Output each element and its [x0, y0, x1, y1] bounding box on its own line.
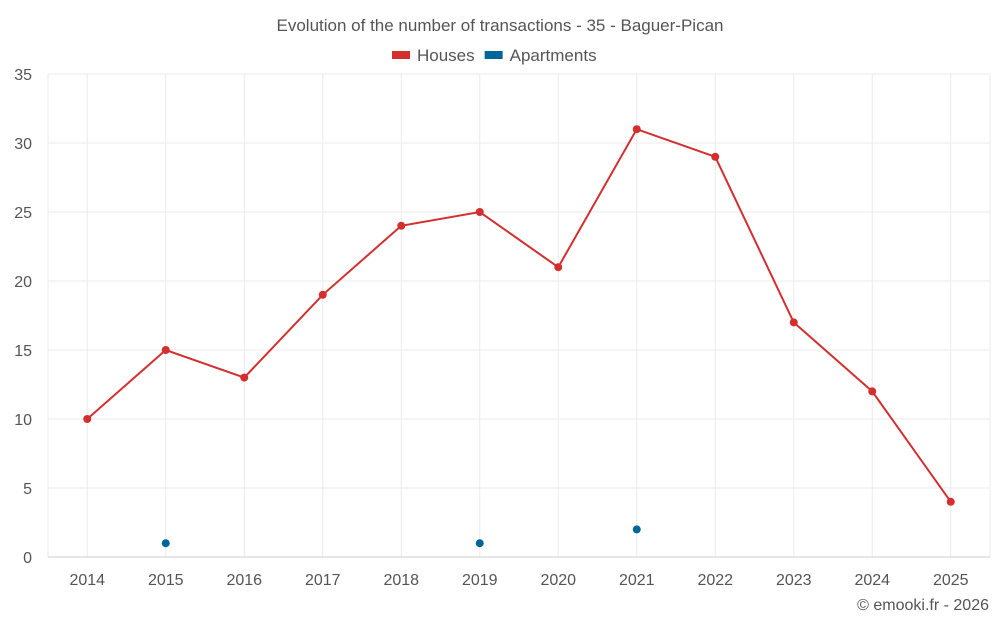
data-point-houses — [240, 373, 249, 382]
x-tick-label: 2024 — [854, 572, 890, 589]
y-tick-label: 5 — [23, 481, 32, 498]
data-point-houses — [83, 415, 92, 423]
series-layer — [83, 125, 955, 548]
credit-text: © emooki.fr - 2026 — [857, 597, 989, 614]
chart-title: Evolution of the number of transactions … — [277, 16, 724, 35]
series-apartments — [161, 525, 641, 548]
legend-swatch — [392, 51, 410, 59]
y-tick-label: 0 — [23, 550, 32, 567]
x-tick-label: 2015 — [148, 572, 184, 589]
grid — [47, 73, 991, 557]
data-point-apartments — [161, 539, 170, 548]
data-point-houses — [632, 125, 641, 134]
x-axis: 2014 2015 2016 2017 2018 2019 2020 2021 2022 2023… — [48, 556, 990, 589]
data-point-houses — [868, 387, 877, 396]
y-tick-label: 20 — [14, 274, 32, 291]
legend-item-houses: Houses — [392, 46, 475, 65]
y-tick-label: 10 — [14, 412, 32, 429]
legend-item-apartments: Apartments — [484, 46, 597, 65]
x-tick-label: 2021 — [619, 572, 655, 589]
x-tick-label: 2017 — [305, 572, 341, 589]
series-line-houses — [86, 127, 952, 503]
data-point-apartments — [632, 525, 641, 534]
y-tick-label: 25 — [14, 205, 32, 222]
data-point-houses — [161, 346, 170, 354]
y-tick-label: 35 — [14, 67, 32, 84]
x-tick-label: 2020 — [540, 572, 576, 589]
data-point-houses — [475, 208, 484, 216]
data-point-houses — [946, 497, 955, 506]
data-point-houses — [397, 221, 406, 230]
x-tick-label: 2014 — [69, 572, 105, 589]
series-houses — [83, 125, 955, 506]
y-axis: 0 5 10 15 20 25 30 35 — [14, 67, 32, 567]
legend-swatch — [484, 51, 503, 59]
x-tick-label: 2023 — [776, 572, 812, 589]
legend-label: Houses — [417, 46, 475, 65]
data-point-houses — [318, 290, 327, 299]
legend-label: Apartments — [510, 46, 597, 65]
legend: Houses Apartments — [392, 46, 597, 65]
y-tick-label: 30 — [14, 136, 32, 153]
x-tick-label: 2016 — [226, 572, 262, 589]
data-point-houses — [789, 318, 798, 327]
x-tick-label: 2022 — [697, 572, 733, 589]
data-point-houses — [711, 152, 720, 161]
x-tick-label: 2018 — [383, 572, 419, 589]
x-tick-label: 2019 — [462, 572, 498, 589]
data-point-houses — [554, 263, 563, 272]
y-tick-label: 15 — [14, 343, 32, 360]
x-tick-label: 2025 — [933, 572, 969, 589]
data-point-apartments — [475, 539, 484, 548]
